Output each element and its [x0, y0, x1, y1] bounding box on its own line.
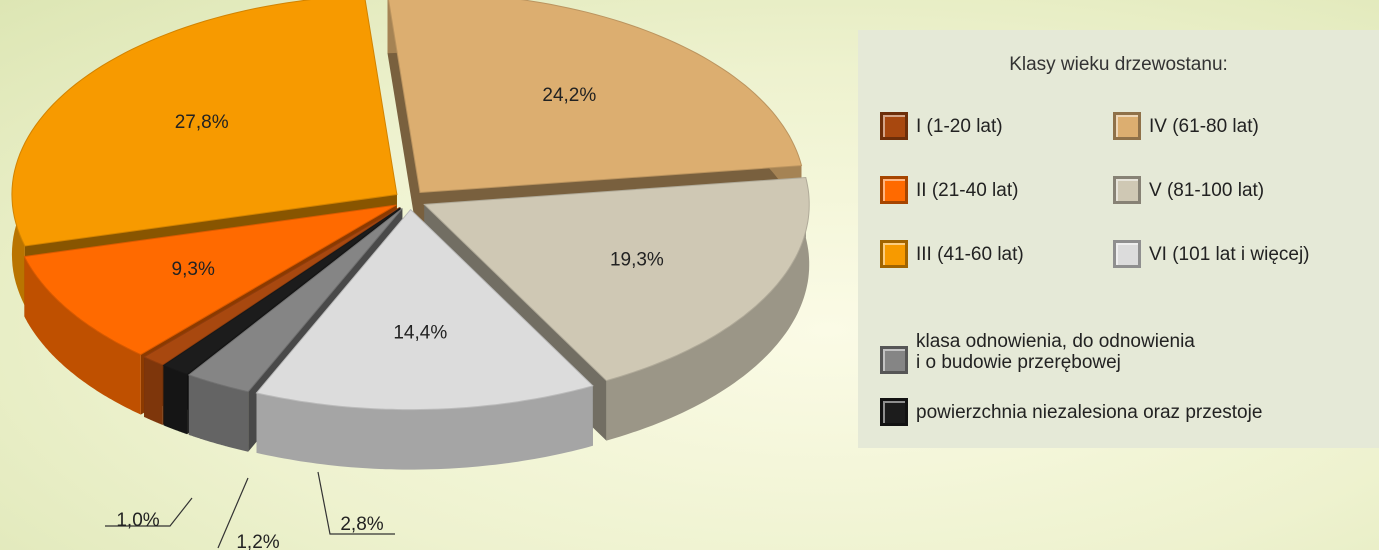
legend-swatch	[880, 176, 908, 204]
legend-label: VI (101 lat i więcej)	[1149, 243, 1310, 265]
slice-wall	[606, 177, 810, 441]
value-label: 1,2%	[236, 532, 279, 550]
value-label: 19,3%	[610, 250, 664, 271]
pie-chart: 1,0% 9,3% 27,8% 24,2% 19,3% 14,4% 2,8% 1,2%	[11, 0, 810, 550]
value-label: 9,3%	[172, 259, 215, 280]
leader-lines	[105, 471, 395, 549]
slice	[423, 176, 810, 382]
legend-swatch	[880, 240, 908, 268]
legend-label: V (81-100 lat)	[1149, 179, 1265, 201]
value-label: 24,2%	[542, 85, 596, 106]
slice-wall	[163, 365, 188, 435]
slice	[388, 0, 803, 194]
legend-swatch	[880, 398, 908, 426]
legend-item: powierzchnia niezalesiona oraz przestoje	[880, 398, 1262, 426]
legend-swatch	[880, 346, 908, 374]
legend-swatch	[1113, 176, 1141, 204]
value-label: 27,8%	[175, 112, 229, 133]
value-labels: 1,0% 9,3% 27,8% 24,2% 19,3% 14,4% 2,8% 1,2%	[116, 85, 664, 550]
legend-label: I (1-20 lat)	[916, 115, 1003, 137]
leader-line	[317, 471, 395, 535]
legend-label: powierzchnia niezalesiona oraz przestoje	[916, 401, 1263, 423]
slice	[11, 0, 398, 247]
legend-item: klasa odnowienia, do odnowienia i o budo…	[880, 330, 1195, 374]
legend-item: IV (61-80 lat)	[1113, 112, 1259, 140]
slice	[187, 208, 403, 393]
legend-item: II (21-40 lat)	[880, 176, 1018, 204]
slice	[143, 206, 401, 366]
legend-item: I (1-20 lat)	[880, 112, 1003, 140]
legend-item: V (81-100 lat)	[1113, 176, 1264, 204]
legend-label: klasa odnowienia, do odnowienia i o budo…	[916, 331, 1195, 373]
slice	[23, 204, 397, 356]
slice	[162, 207, 401, 375]
slice-wall	[144, 356, 163, 425]
legend-label: IV (61-80 lat)	[1149, 115, 1259, 137]
slice	[255, 208, 594, 411]
value-label: 1,0%	[116, 510, 159, 531]
value-label: 2,8%	[340, 514, 383, 535]
legend-item: VI (101 lat i więcej)	[1113, 240, 1310, 268]
legend-title: Klasy wieku drzewostanu:	[1009, 54, 1228, 75]
legend: Klasy wieku drzewostanu: I (1-20 lat) II …	[858, 30, 1379, 448]
pie-tops	[11, 0, 810, 411]
legend-label: III (41-60 lat)	[916, 243, 1024, 265]
legend-label: II (21-40 lat)	[916, 179, 1019, 201]
legend-swatch	[1113, 112, 1141, 140]
legend-swatch	[1113, 240, 1141, 268]
leader-line	[105, 497, 193, 527]
legend-item: III (41-60 lat)	[880, 240, 1024, 268]
slice-side	[387, 0, 420, 253]
slice-wall	[188, 374, 249, 452]
legend-swatch	[880, 112, 908, 140]
value-label: 14,4%	[393, 323, 447, 344]
leader-line	[217, 477, 249, 549]
